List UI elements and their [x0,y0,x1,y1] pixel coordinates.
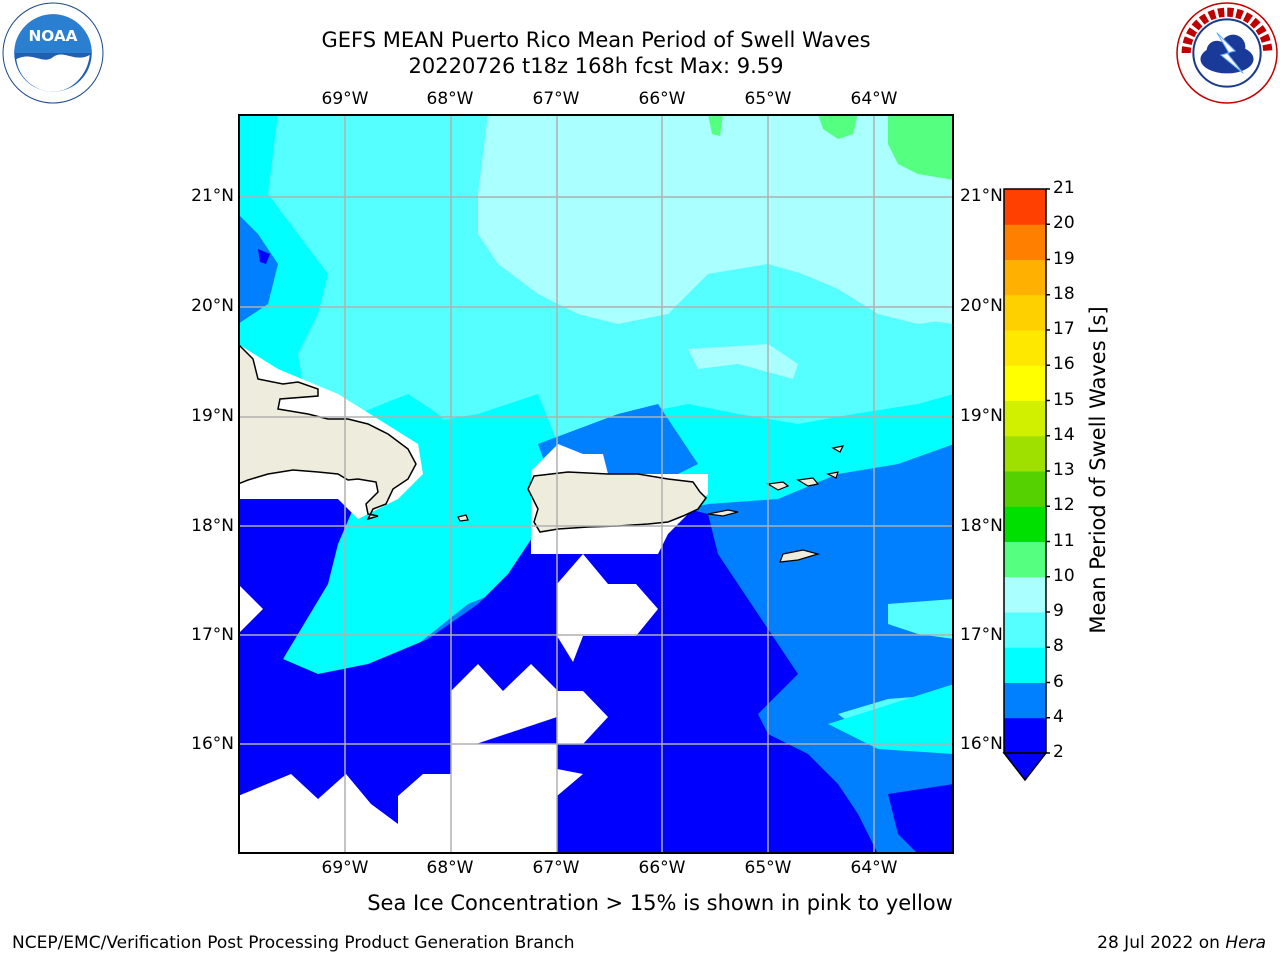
lon-label-bottom: 66°W [638,858,686,878]
footer-credit: NCEP/EMC/Verification Post Processing Pr… [12,933,575,953]
colorbar-cell [1004,612,1046,648]
map-frame [238,114,954,854]
lon-label-top: 64°W [850,89,898,109]
field-9-10 [708,114,723,136]
colorbar-tick-label: 15 [1053,389,1075,410]
lon-label-bottom: 68°W [426,858,474,878]
colorbar-tick-label: 20 [1053,213,1075,234]
lon-label-top: 65°W [744,89,792,109]
colorbar-tick-label: 19 [1053,248,1075,269]
colorbar-extend-min [1002,752,1048,782]
lat-label-left: 19°N [191,406,234,426]
colorbar-tick-label: 21 [1053,178,1075,198]
colorbar-tick-label: 14 [1053,424,1075,445]
colorbar-tick-label: 18 [1053,283,1075,304]
colorbar-cell [1004,224,1046,260]
field-4-6 [828,684,954,754]
field-0-2 [238,499,878,854]
colorbar-cell [1004,330,1046,366]
land-vieques [707,509,739,517]
graticule [238,114,954,854]
colorbar [1002,188,1050,782]
colorbar-tick-label: 12 [1053,495,1075,516]
land-islet [457,514,469,522]
field-8-9 [488,114,954,324]
colorbar-cell [1004,647,1046,683]
colorbar-cell [1004,294,1046,331]
colorbar-cell [1004,471,1046,507]
field-8-9 [688,344,798,379]
missing-data-region [318,774,398,854]
chart-subtitle: 20220726 t18z 168h fcst Max: 9.59 [408,54,784,78]
field-0-2 [258,249,270,264]
lat-label-right: 18°N [960,516,1003,536]
lon-label-bottom: 69°W [321,858,369,878]
lon-label-top: 66°W [638,89,686,109]
missing-data-region [238,584,263,634]
colorbar-cell [1004,400,1046,437]
colorbar-tick-label: 16 [1053,354,1075,375]
colorbar-tick-label: 10 [1053,565,1075,586]
colorbar-cell [1004,365,1046,401]
missing-data-region [238,774,371,854]
lon-label-bottom: 64°W [850,858,898,878]
field-9-10 [818,114,858,139]
field-6-8 [888,599,954,639]
colorbar-cell [1004,259,1046,296]
lat-label-left: 16°N [191,734,234,754]
noaa-logo-icon: NOAA [2,2,104,104]
colorbar-tick-label: 2 [1053,742,1064,762]
lon-label-top: 69°W [321,89,369,109]
colorbar-tick-label: 9 [1053,601,1064,621]
colorbar-cell [1004,189,1046,225]
svg-text:NOAA: NOAA [28,27,77,45]
lat-label-right: 16°N [960,734,1003,754]
sea-ice-note: Sea Ice Concentration > 15% is shown in … [367,891,953,915]
lat-label-left: 18°N [191,516,234,536]
lat-label-left: 21°N [191,186,234,206]
lon-label-top: 67°W [532,89,580,109]
chart-title: GEFS MEAN Puerto Rico Mean Period of Swe… [321,28,871,52]
colorbar-cell [1004,717,1046,754]
field-8-9 [478,114,954,324]
field-0-2 [888,784,954,854]
lat-label-right: 19°N [960,406,1003,426]
lon-label-bottom: 65°W [744,858,792,878]
colorbar-cell [1004,506,1046,542]
colorbar-tick-label: 17 [1053,319,1075,339]
colorbar-tick-label: 6 [1053,671,1064,692]
footer-date: 28 Jul 2022 on Hera [1097,933,1266,953]
lon-label-top: 68°W [426,89,474,109]
colorbar-title: Mean Period of Swell Waves [s] [1086,306,1110,634]
lat-label-right: 17°N [960,625,1003,645]
field-4-6 [418,394,558,494]
land-hispaniola [238,342,417,521]
field-2-4 [238,214,278,324]
lon-label-bottom: 67°W [532,858,580,878]
field-9-10 [888,114,954,180]
colorbar-tick-label: 4 [1053,706,1064,727]
colorbar-cell [1004,541,1046,578]
missing-data-region [398,744,583,854]
land-virgin-islands [766,445,845,563]
lat-label-left: 17°N [191,625,234,645]
lat-label-left: 20°N [191,296,234,316]
colorbar-tick-label: 8 [1053,636,1064,657]
footer-date-text: 28 Jul 2022 on [1097,933,1220,953]
lat-label-right: 20°N [960,296,1003,316]
missing-data-region [451,664,608,744]
colorbar-cell [1004,435,1046,472]
colorbar-cell [1004,576,1046,613]
colorbar-tick-label: 11 [1053,530,1075,551]
swell-period-map [238,114,954,854]
colorbar-tick-label: 13 [1053,460,1075,480]
colorbar-cell [1004,682,1046,719]
footer-host: Hera [1225,933,1266,953]
lat-label-right: 21°N [960,186,1003,206]
nws-logo-icon [1176,2,1278,104]
